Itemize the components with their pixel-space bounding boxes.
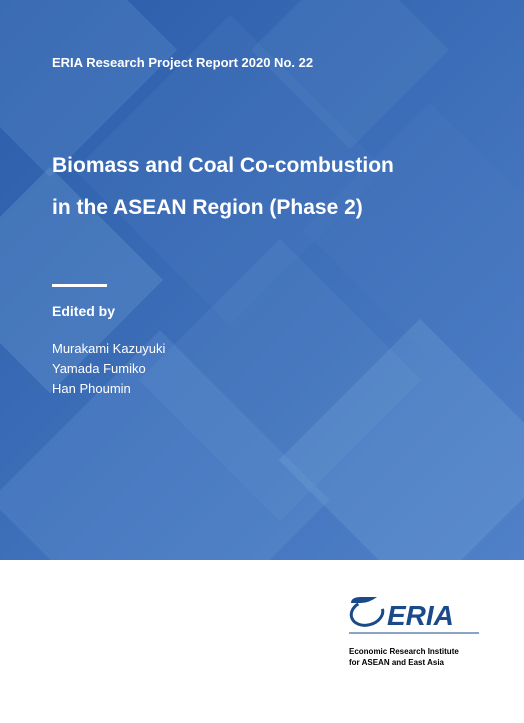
section-divider [52, 284, 107, 287]
editors-list: Murakami Kazuyuki Yamada Fumiko Han Phou… [52, 339, 472, 399]
editor-name: Murakami Kazuyuki [52, 339, 472, 359]
cover-background: ERIA Research Project Report 2020 No. 22… [0, 0, 524, 560]
eria-logo: ERIA Economic Research Institute for ASE… [349, 595, 479, 669]
report-series-label: ERIA Research Project Report 2020 No. 22 [52, 55, 472, 70]
editor-name: Yamada Fumiko [52, 359, 472, 379]
cover-content: ERIA Research Project Report 2020 No. 22… [0, 0, 524, 560]
svg-text:ERIA: ERIA [387, 600, 454, 631]
logo-subtitle: Economic Research Institute for ASEAN an… [349, 647, 479, 669]
report-title: Biomass and Coal Co-combustion in the AS… [52, 145, 472, 229]
editor-name: Han Phoumin [52, 379, 472, 399]
logo-text-line-1: Economic Research Institute [349, 647, 479, 658]
title-line-2: in the ASEAN Region (Phase 2) [52, 187, 472, 229]
edited-by-label: Edited by [52, 303, 472, 319]
title-line-1: Biomass and Coal Co-combustion [52, 145, 472, 187]
eria-logo-icon: ERIA [349, 595, 479, 637]
logo-text-line-2: for ASEAN and East Asia [349, 658, 479, 669]
footer-section: ERIA Economic Research Institute for ASE… [0, 560, 524, 723]
